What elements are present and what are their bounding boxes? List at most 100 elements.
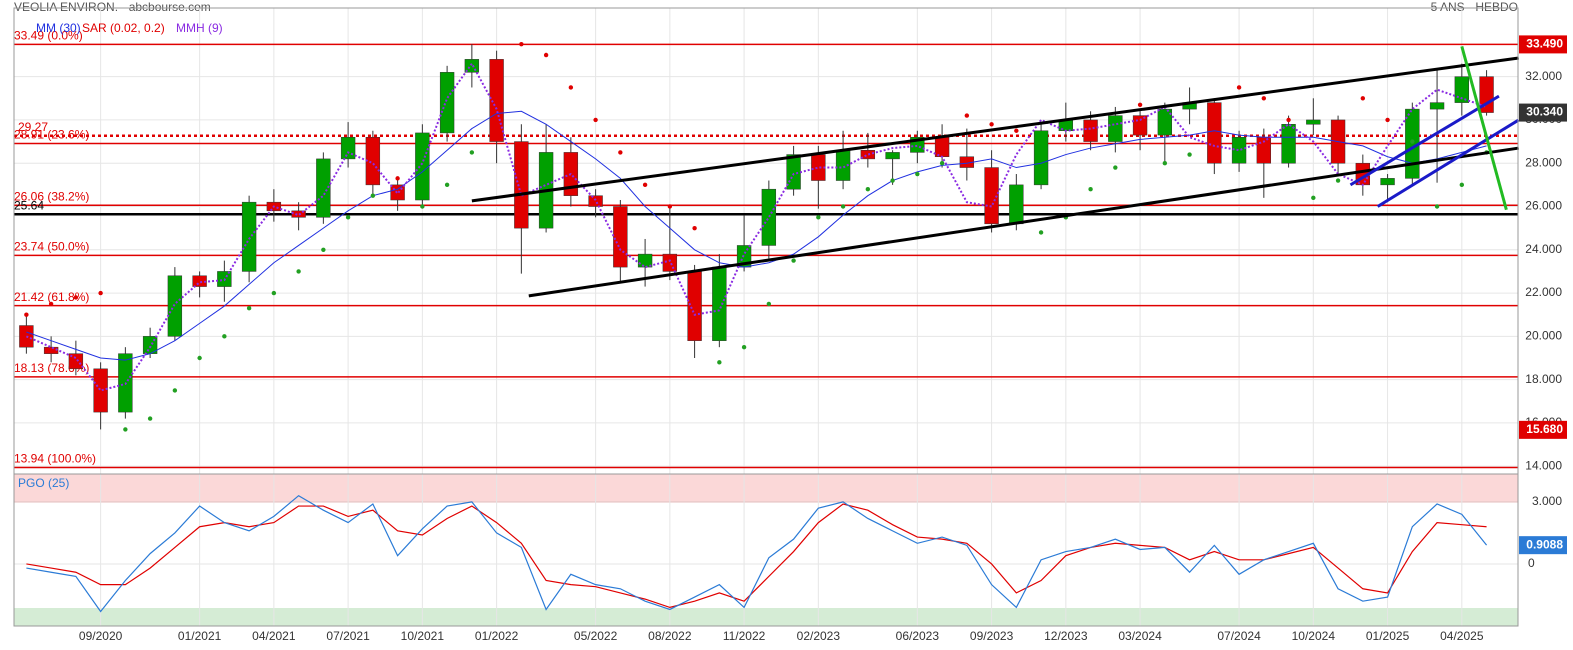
- x-tick-label: 08/2022: [648, 629, 692, 643]
- sar-dot: [246, 306, 252, 311]
- x-tick-label: 01/2022: [475, 629, 519, 643]
- sar-dot: [1360, 96, 1366, 101]
- sar-dot: [543, 52, 549, 58]
- candle-body: [613, 206, 628, 268]
- sar-dot: [197, 355, 202, 361]
- y-tick-label: 14.000: [1525, 458, 1562, 472]
- candle-body: [514, 141, 529, 229]
- x-tick-label: 01/2025: [1366, 629, 1410, 643]
- candle-body: [316, 158, 331, 218]
- sar-dot: [296, 269, 301, 274]
- candle-body: [712, 266, 727, 341]
- pgo-tag: [1519, 536, 1567, 555]
- candle-body: [1479, 76, 1494, 113]
- x-tick-label: 11/2022: [723, 629, 766, 643]
- sar-dot: [964, 113, 970, 118]
- sar-dot: [816, 215, 821, 220]
- pgo-tick-label: 3.000: [1532, 494, 1562, 508]
- x-tick-label: 02/2023: [797, 629, 841, 643]
- candle-body: [662, 253, 678, 272]
- chart-title: VEOLIA ENVIRON. - abcbourse.com: [14, 0, 211, 14]
- sar-dot: [98, 290, 103, 296]
- price-tag: [1519, 420, 1567, 439]
- pgo-label: PGO (25): [18, 476, 69, 490]
- sar-dot: [147, 416, 153, 421]
- sar-dot: [1162, 161, 1168, 166]
- y-tick-label: 24.000: [1525, 242, 1562, 256]
- candle-body: [93, 368, 108, 413]
- sar-dot: [593, 117, 598, 123]
- x-tick-label: 06/2023: [896, 629, 940, 643]
- ma-line: [26, 110, 1487, 361]
- y-tick-label: 28.000: [1525, 155, 1562, 169]
- y-tick-label: 18.000: [1525, 372, 1562, 386]
- sar-dot: [939, 161, 945, 166]
- pgo-tag-label: 0.9088: [1526, 537, 1563, 551]
- sar-dot: [890, 178, 895, 183]
- price-tag: [1519, 35, 1567, 54]
- sar-dot: [1311, 195, 1316, 201]
- sar-dot: [444, 182, 450, 188]
- price-tag-label: 33.490: [1526, 37, 1563, 51]
- sar-dot: [172, 388, 178, 393]
- candle-body: [1429, 102, 1445, 110]
- candle-body: [786, 154, 801, 190]
- sar-dot: [840, 204, 846, 209]
- candle-body: [885, 152, 900, 160]
- x-tick-label: 09/2020: [79, 629, 123, 643]
- x-tick-label: 10/2021: [401, 629, 445, 643]
- legend-entry: MMH (9): [176, 21, 223, 35]
- sar-dot: [1187, 152, 1192, 157]
- candle-body: [1306, 119, 1321, 125]
- sar-dot: [1038, 230, 1044, 235]
- candle-body: [439, 72, 455, 134]
- candle-body: [365, 136, 381, 186]
- sar-dot: [1434, 204, 1440, 209]
- level-label: 26.06 (38.2%): [14, 189, 89, 203]
- candle-body: [68, 353, 84, 370]
- level-label: 13.94 (100.0%): [14, 452, 96, 466]
- sar-dot: [618, 150, 623, 155]
- price-tag-label: 15.680: [1526, 422, 1563, 436]
- sar-dot: [345, 215, 351, 220]
- sar-dot: [1014, 128, 1019, 133]
- pgo-upper-band: [14, 474, 1518, 502]
- sar-dot: [1459, 182, 1465, 188]
- candle-body: [984, 167, 999, 225]
- candle-body: [761, 188, 777, 246]
- sar-dot: [321, 247, 326, 252]
- mmh-line: [25, 61, 1487, 392]
- sar-dot: [1286, 117, 1291, 123]
- sar-dot: [989, 122, 994, 127]
- candle-body: [1231, 136, 1247, 164]
- sar-dot: [568, 85, 574, 90]
- sar-dot: [741, 344, 747, 350]
- sar-dot: [717, 360, 722, 365]
- level-label: 33.49 (0.0%): [14, 29, 83, 43]
- sar-dot: [667, 204, 673, 209]
- candle-body: [1132, 115, 1148, 136]
- candle-body: [340, 136, 356, 160]
- level-label: 25.64: [14, 198, 44, 212]
- sar-dot: [24, 312, 29, 317]
- candle-body: [1380, 178, 1395, 186]
- sar-dot: [494, 122, 499, 127]
- sar-dot: [1261, 96, 1267, 101]
- candle-body: [860, 149, 876, 160]
- sar-dot: [791, 258, 796, 263]
- y-tick-label: 32.000: [1525, 69, 1562, 83]
- candle-body: [811, 154, 826, 181]
- x-tick-label: 01/2021: [178, 629, 222, 643]
- x-tick-label: 05/2022: [574, 629, 618, 643]
- sar-dot: [395, 176, 400, 181]
- candle-body: [415, 132, 430, 201]
- x-tick-label: 03/2024: [1118, 629, 1162, 643]
- sar-dot: [865, 186, 871, 192]
- level-label: 28.91 (23.6%): [14, 128, 89, 142]
- sar-dot: [123, 427, 128, 432]
- sar-dot: [1410, 139, 1415, 144]
- candle-body: [167, 275, 183, 337]
- x-tick-label: 04/2021: [252, 629, 296, 643]
